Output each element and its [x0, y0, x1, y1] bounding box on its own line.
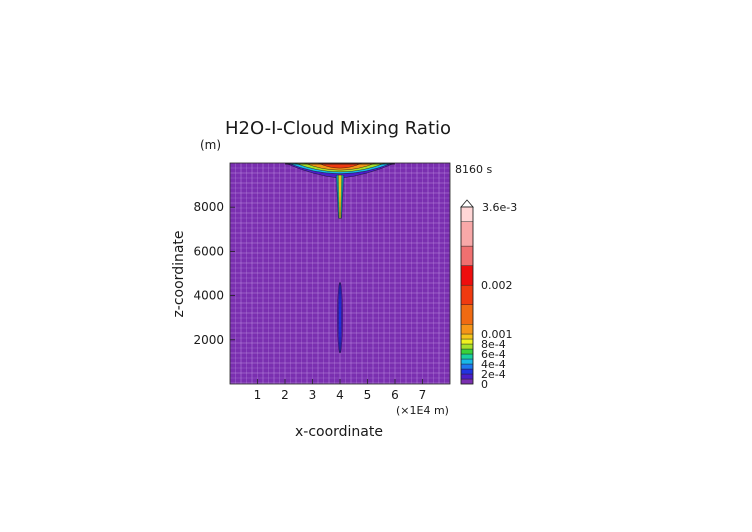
colorbar-tick-label: 2e-4 — [481, 368, 506, 381]
colorbar-level — [460, 333, 474, 340]
x-axis: 1 2 3 4 5 6 7 — [254, 379, 427, 402]
colorbar-level — [460, 353, 474, 360]
colorbar-tick-label: 0.002 — [481, 279, 513, 292]
colorbar-tick-label: 0 — [481, 378, 488, 391]
x-unit-label: (×1E4 m) — [396, 404, 449, 417]
colorbar-level — [460, 324, 474, 335]
colorbar-level — [460, 265, 474, 286]
colorbar-level — [460, 373, 474, 380]
x-tick-label: 3 — [309, 388, 317, 402]
x-tick-label: 2 — [281, 388, 289, 402]
colorbar-level — [460, 348, 474, 355]
colorbar-level — [460, 206, 474, 222]
colorbar-level — [460, 304, 474, 325]
colorbar-max-arrow — [460, 199, 474, 208]
x-tick-label: 1 — [254, 388, 262, 402]
x-tick-label: 6 — [391, 388, 399, 402]
plot-area — [229, 162, 451, 385]
y-tick-label: 2000 — [193, 333, 224, 347]
colorbar-frame — [460, 206, 474, 385]
colorbar-level — [460, 221, 474, 247]
colorbar-max-label: 3.6e-3 — [482, 201, 517, 214]
x-tick-label: 5 — [364, 388, 372, 402]
y-tick-label: 4000 — [193, 289, 224, 303]
colorbar-tick-label: 4e-4 — [481, 358, 506, 371]
y-axis: 2000 4000 6000 8000 — [193, 200, 235, 347]
x-tick-label: 7 — [419, 388, 427, 402]
y-tick-label: 8000 — [193, 200, 224, 214]
colorbar-level — [460, 378, 474, 385]
mixing-ratio-field — [284, 163, 396, 354]
colorbar-level — [460, 338, 474, 345]
colorbar-level — [460, 358, 474, 365]
lower-column-contour — [338, 282, 342, 354]
colorbar-level — [460, 368, 474, 375]
x-tick-label: 4 — [336, 388, 344, 402]
y-axis-label: z-coordinate — [171, 230, 187, 317]
time-label: 8160 s — [455, 163, 492, 176]
colorbar-tick-label: 6e-4 — [481, 348, 506, 361]
colorbar-level — [460, 245, 474, 266]
upper-column-contour — [338, 175, 342, 219]
colorbar-level — [460, 343, 474, 350]
y-tick-label: 6000 — [193, 244, 224, 258]
colorbar-tick-label: 0.001 — [481, 328, 513, 341]
chart-title: H2O-I-Cloud Mixing Ratio — [225, 118, 451, 139]
x-axis-label: x-coordinate — [295, 424, 383, 440]
colorbar-level — [460, 363, 474, 370]
colorbar-levels — [460, 206, 474, 385]
colorbar-tick-label: 8e-4 — [481, 338, 506, 351]
colorbar-level — [460, 284, 474, 305]
y-unit-label: (m) — [200, 138, 221, 152]
